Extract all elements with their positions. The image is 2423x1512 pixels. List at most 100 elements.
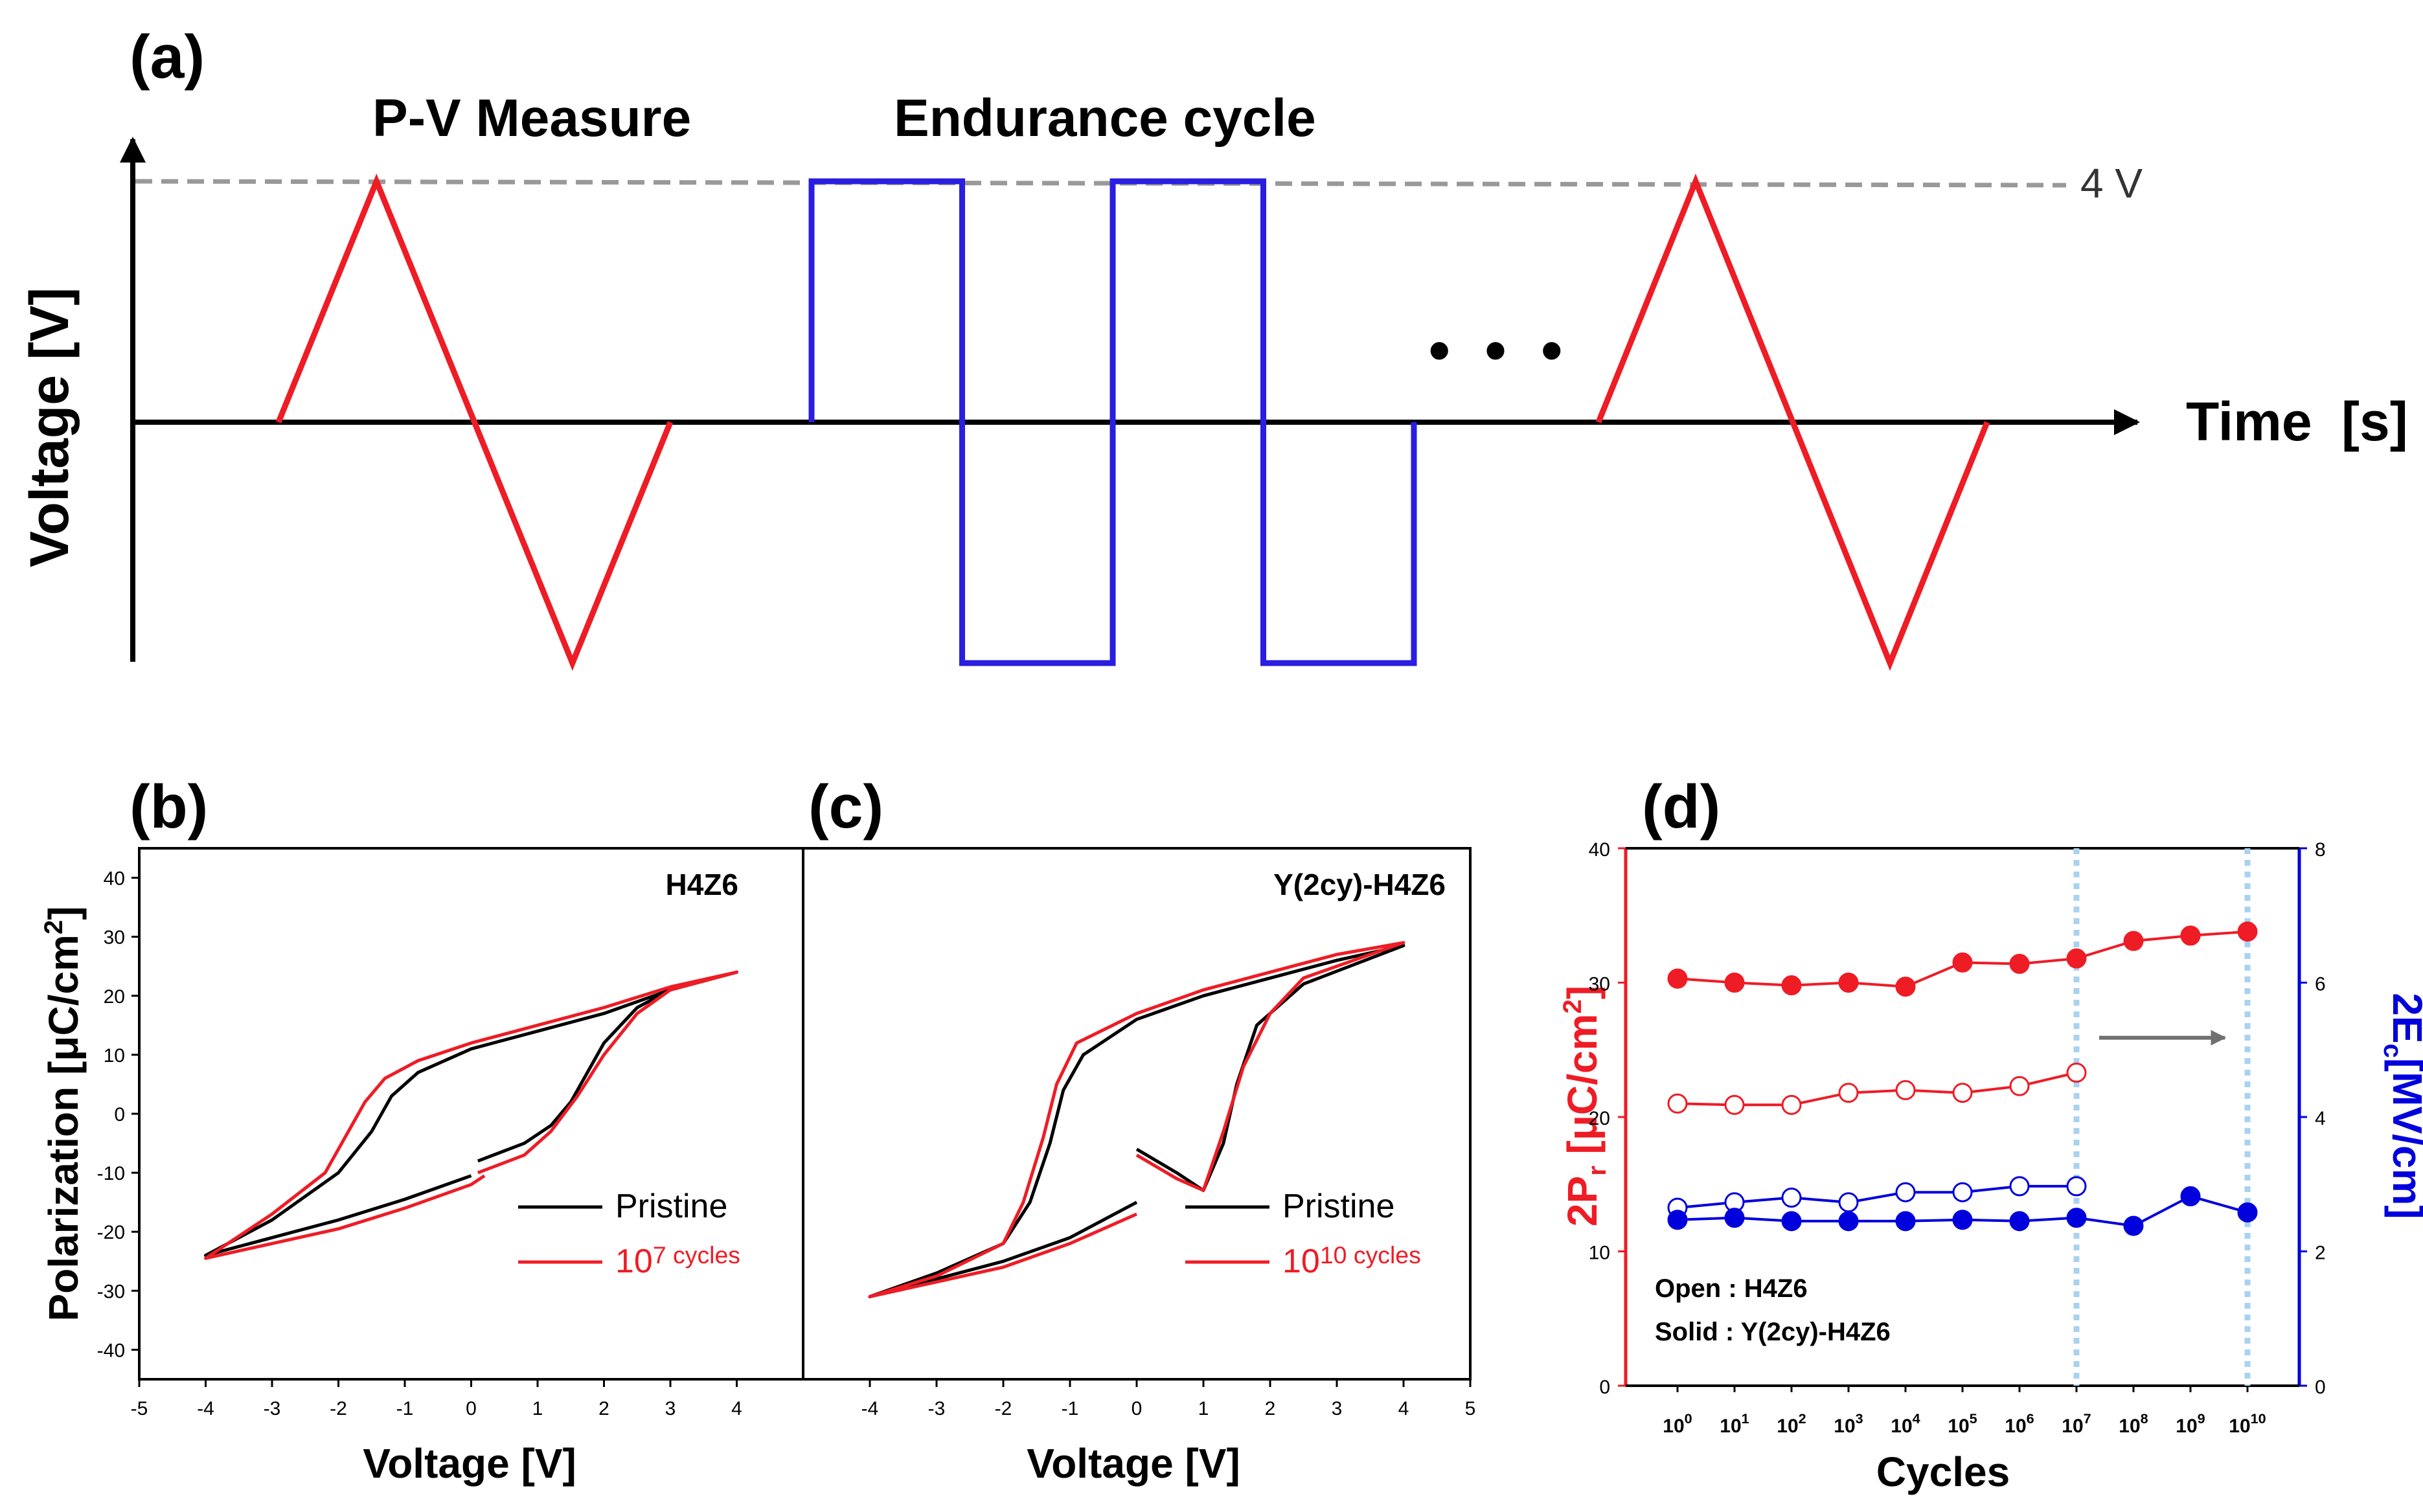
- note-solid: Solid : Y(2cy)-H4Z6: [1655, 1318, 1891, 1346]
- data-marker: [1895, 1211, 1916, 1232]
- x-tick-label: -1: [1062, 1398, 1079, 1419]
- data-marker: [2237, 1202, 2258, 1223]
- data-marker: [1895, 976, 1916, 997]
- x-tick-label: -2: [330, 1398, 347, 1419]
- four-volt-reference-line: [135, 179, 2067, 188]
- left-tick-label: 0: [1599, 1377, 1610, 1398]
- x-tick-label: 2: [598, 1398, 609, 1419]
- pr-axis-label: 2Pr [μC/cm2]: [1558, 986, 1611, 1226]
- panel-d: (d) 2Pr [μC/cm2] 2Ec[MV/cm] Cycles Open …: [1558, 773, 2423, 1495]
- note-open: Open : H4Z6: [1655, 1274, 1808, 1303]
- panel-c: (c) Y(2cy)-H4Z6 Voltage [V] -4 -3 -2 -1 0 1 2 3…: [802, 773, 1476, 1487]
- panel-c-label: (c): [808, 773, 883, 841]
- legend-label: Pristine: [615, 1188, 727, 1225]
- x-tick-label: -5: [131, 1398, 148, 1419]
- x-tick-label: 4: [1398, 1398, 1409, 1419]
- x-tick-label: -3: [264, 1398, 281, 1419]
- data-marker: [1952, 1210, 1973, 1230]
- data-marker: [1724, 973, 1745, 993]
- plot-frame: [802, 847, 1472, 1381]
- x-tick-label: 4: [731, 1398, 742, 1419]
- left-tick-label: 10: [1589, 1243, 1610, 1264]
- data-marker: [1952, 1083, 1973, 1103]
- right-tick-label: 2: [2315, 1243, 2326, 1264]
- data-marker: [2123, 1215, 2144, 1236]
- x-tick-label: 103: [1834, 1410, 1863, 1437]
- data-marker: [1781, 1188, 1802, 1208]
- data-marker: [2009, 1176, 2030, 1197]
- ellipsis: • • •: [1428, 314, 1571, 387]
- data-marker: [1667, 968, 1688, 989]
- left-tick-label: 20: [1589, 1108, 1610, 1129]
- time-axis-unit: [s]: [2341, 391, 2408, 452]
- data-marker: [1895, 1182, 1916, 1202]
- x-tick-label: 2: [1265, 1398, 1276, 1419]
- left-tick-label: 30: [1589, 974, 1610, 995]
- x-tick-label: 1010: [2229, 1410, 2266, 1437]
- x-tick-label: -4: [197, 1398, 214, 1419]
- x-tick-label: 1: [532, 1398, 543, 1419]
- data-marker: [2009, 1076, 2030, 1096]
- data-marker: [1838, 1083, 1859, 1103]
- right-tick-label: 0: [2315, 1377, 2326, 1398]
- ec-axis-label: 2Ec[MV/cm]: [2378, 993, 2423, 1219]
- left-tick-label: 40: [1589, 839, 1610, 861]
- x-tick-label: 101: [1720, 1410, 1749, 1437]
- x-tick-label: 3: [665, 1398, 676, 1419]
- x-tick-label: 106: [2005, 1410, 2034, 1437]
- y-tick-label: -40: [97, 1340, 125, 1361]
- data-marker: [1781, 1094, 1802, 1115]
- data-marker: [1895, 1080, 1916, 1100]
- legend-label: Pristine: [1282, 1188, 1394, 1225]
- data-marker: [1952, 952, 1973, 973]
- x-tick-label: -1: [396, 1398, 414, 1419]
- x-tick-label: 102: [1777, 1410, 1806, 1437]
- x-tick-label: -2: [995, 1398, 1012, 1419]
- cycled-loop: [204, 970, 738, 1260]
- legend-label: 107 cycles: [615, 1241, 740, 1280]
- data-marker: [2180, 1186, 2201, 1206]
- voltage-axis-label: Voltage [V]: [19, 288, 80, 567]
- x-tick-label: 109: [2176, 1410, 2205, 1437]
- x-tick-label: 5: [1465, 1398, 1476, 1419]
- x-tick-label: 107: [2062, 1410, 2091, 1437]
- x-tick-label: 108: [2119, 1410, 2148, 1437]
- plot-frame: [138, 847, 804, 1381]
- right-tick-label: 6: [2315, 974, 2326, 995]
- y-tick-label: 40: [104, 868, 125, 890]
- endurance-cycle-title: Endurance cycle: [894, 89, 1316, 148]
- panel-a-label: (a): [130, 23, 205, 91]
- x-tick-label: -4: [861, 1398, 879, 1419]
- data-marker: [2180, 925, 2201, 946]
- data-marker: [2009, 953, 2030, 974]
- pv-measure-title: P-V Measure: [372, 89, 691, 148]
- legend-label: 1010 cycles: [1282, 1241, 1421, 1280]
- x-tick-label: -3: [928, 1398, 946, 1419]
- hysteresis-plot-y2cy-h4z6: -4 -3 -2 -1 0 1 2 3 4 5 Pristine 1010 cycles: [802, 847, 1476, 1419]
- panel-b-label: (b): [130, 773, 208, 841]
- data-marker: [1667, 1210, 1688, 1230]
- data-marker: [1724, 1208, 1745, 1228]
- y-tick-label: 0: [114, 1104, 125, 1125]
- endurance-square-wave: [808, 178, 1417, 666]
- x-tick-label: 0: [466, 1398, 477, 1419]
- right-tick-label: 8: [2315, 839, 2326, 861]
- cycled-loop: [868, 941, 1405, 1298]
- data-marker: [1667, 1093, 1688, 1114]
- x-tick-label: 105: [1948, 1410, 1977, 1437]
- right-tick-label: 4: [2315, 1108, 2326, 1129]
- amplitude-label: 4 V: [2080, 160, 2143, 207]
- panel-a: (a) P-V Measure Endurance cycle Voltage …: [19, 23, 2408, 671]
- hysteresis-plot-h4z6: -5 -4 -3 -2 -1 0 1 2 3 4403020100-10-20-30-40Pris…: [97, 847, 804, 1419]
- panel-b-xlabel: Voltage [V]: [363, 1440, 576, 1487]
- y-tick-label: -20: [97, 1222, 125, 1243]
- pv-pulse-start: [275, 174, 674, 671]
- data-marker: [1952, 1182, 1973, 1202]
- y-tick-label: 30: [104, 927, 125, 949]
- data-marker: [1838, 1211, 1859, 1232]
- data-marker: [1838, 973, 1859, 993]
- y-tick-label: -30: [97, 1281, 125, 1302]
- x-tick-label: 100: [1663, 1410, 1692, 1437]
- data-marker: [2066, 1176, 2087, 1197]
- polarization-axis-label: Polarization [μC/cm2]: [40, 906, 87, 1321]
